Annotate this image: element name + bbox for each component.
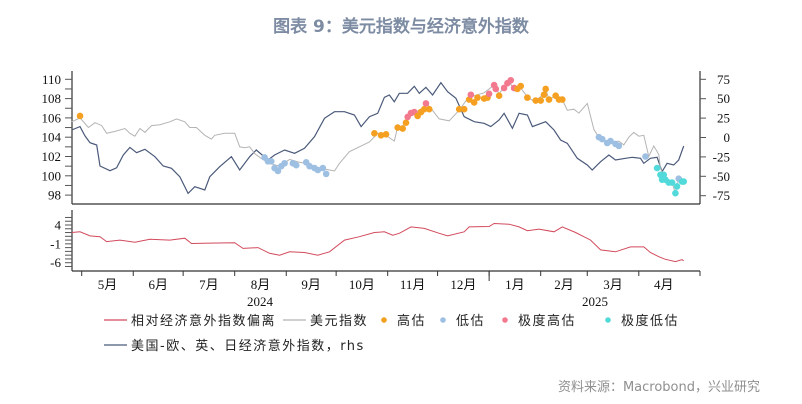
month-label: 9月 xyxy=(301,277,321,292)
high-marker xyxy=(402,119,410,127)
extreme-low-marker xyxy=(680,178,688,185)
high-marker xyxy=(532,97,539,104)
extreme-low-marker xyxy=(653,164,661,172)
left-tick-label: 104 xyxy=(42,130,62,145)
bottom-tick-label: -6 xyxy=(50,255,61,270)
left-tick-label: 108 xyxy=(42,91,62,106)
high-marker xyxy=(474,94,481,101)
high-marker xyxy=(377,131,385,139)
high-marker xyxy=(420,105,428,113)
high-marker xyxy=(540,91,548,99)
extreme-high-marker xyxy=(500,84,508,92)
month-label: 6月 xyxy=(148,277,168,292)
month-label: 3月 xyxy=(603,277,623,292)
legend-extreme_low-label: 极度低估 xyxy=(621,313,679,329)
month-label: 8月 xyxy=(251,277,271,292)
legend-surprise-label: 美国-欧、英、日经济意外指数，rhs xyxy=(131,338,365,354)
right-tick-label: 25 xyxy=(717,111,730,126)
month-label: 5月 xyxy=(98,277,118,292)
extreme-high-marker xyxy=(422,100,430,107)
chart-title: 图表 9：美元指数与经济意外指数 xyxy=(273,17,529,37)
high-marker xyxy=(371,130,378,137)
low-marker xyxy=(306,162,313,170)
extreme-high-marker xyxy=(467,91,475,99)
high-marker xyxy=(425,105,433,113)
legend-deviation-label: 相对经济意外指数偏离 xyxy=(131,313,276,329)
low-marker xyxy=(281,159,288,167)
usd-index-line xyxy=(71,79,684,196)
high-marker xyxy=(470,99,478,106)
low-marker xyxy=(292,161,300,169)
low-marker xyxy=(267,158,275,165)
high-marker xyxy=(545,96,553,103)
high-marker xyxy=(524,94,531,101)
high-marker xyxy=(76,112,84,120)
right-tick-label: -25 xyxy=(713,149,730,164)
legend-extreme_high-label: 极度高估 xyxy=(518,313,576,329)
month-label: 2月 xyxy=(554,277,574,292)
low-marker xyxy=(642,153,649,160)
left-tick-label: 102 xyxy=(42,149,62,164)
legend-low-swatch xyxy=(440,317,446,323)
low-marker xyxy=(607,137,614,145)
high-marker xyxy=(559,96,566,103)
right-tick-label: 0 xyxy=(724,130,731,145)
low-marker xyxy=(322,170,330,178)
high-marker xyxy=(537,97,544,104)
bottom-tick-label: 4 xyxy=(55,218,62,233)
month-label: 4月 xyxy=(654,277,674,292)
source-note: 资料来源：Macrobond，兴业研究 xyxy=(557,380,760,395)
month-label: 7月 xyxy=(199,277,219,292)
right-tick-label: 75 xyxy=(717,72,730,87)
extreme-low-marker xyxy=(672,189,679,197)
extreme-low-marker xyxy=(668,179,676,186)
high-marker xyxy=(455,105,463,113)
legend-extreme_high-swatch xyxy=(502,317,508,323)
bottom-tick-label: -1 xyxy=(50,236,61,251)
legend-extreme_low-swatch xyxy=(605,317,611,323)
legend-usd-label: 美元指数 xyxy=(310,314,368,329)
month-label: 11月 xyxy=(400,277,426,292)
right-tick-label: 50 xyxy=(717,91,730,106)
month-label: 12月 xyxy=(450,277,476,292)
high-marker xyxy=(460,105,468,113)
low-marker xyxy=(274,167,282,175)
legend-low-label: 低估 xyxy=(456,314,485,329)
low-marker xyxy=(615,142,623,150)
low-marker xyxy=(319,164,327,172)
right-tick-label: -50 xyxy=(713,169,730,184)
extreme-high-marker xyxy=(485,90,493,98)
high-marker xyxy=(542,85,549,93)
legend-high-swatch xyxy=(381,317,387,323)
legend-high-label: 高估 xyxy=(397,313,426,329)
left-tick-label: 100 xyxy=(42,168,62,183)
high-marker xyxy=(382,131,390,138)
left-tick-label: 110 xyxy=(42,72,61,87)
high-marker xyxy=(399,125,406,132)
surprise-index-line xyxy=(71,81,685,195)
left-tick-label: 106 xyxy=(42,110,62,125)
low-marker xyxy=(598,135,606,143)
left-tick-label: 98 xyxy=(48,188,61,203)
month-label: 10月 xyxy=(349,277,375,292)
month-label: 1月 xyxy=(505,277,525,292)
low-marker xyxy=(314,166,322,174)
extreme-low-marker xyxy=(673,183,681,190)
year-label: 2024 xyxy=(247,294,274,309)
high-marker xyxy=(495,92,503,100)
extreme-high-marker xyxy=(507,76,515,84)
right-tick-label: -75 xyxy=(713,188,730,203)
extreme-high-marker xyxy=(492,85,500,93)
year-label: 2025 xyxy=(582,294,608,309)
high-marker xyxy=(517,82,525,90)
deviation-line xyxy=(71,222,684,263)
high-marker xyxy=(394,124,401,131)
